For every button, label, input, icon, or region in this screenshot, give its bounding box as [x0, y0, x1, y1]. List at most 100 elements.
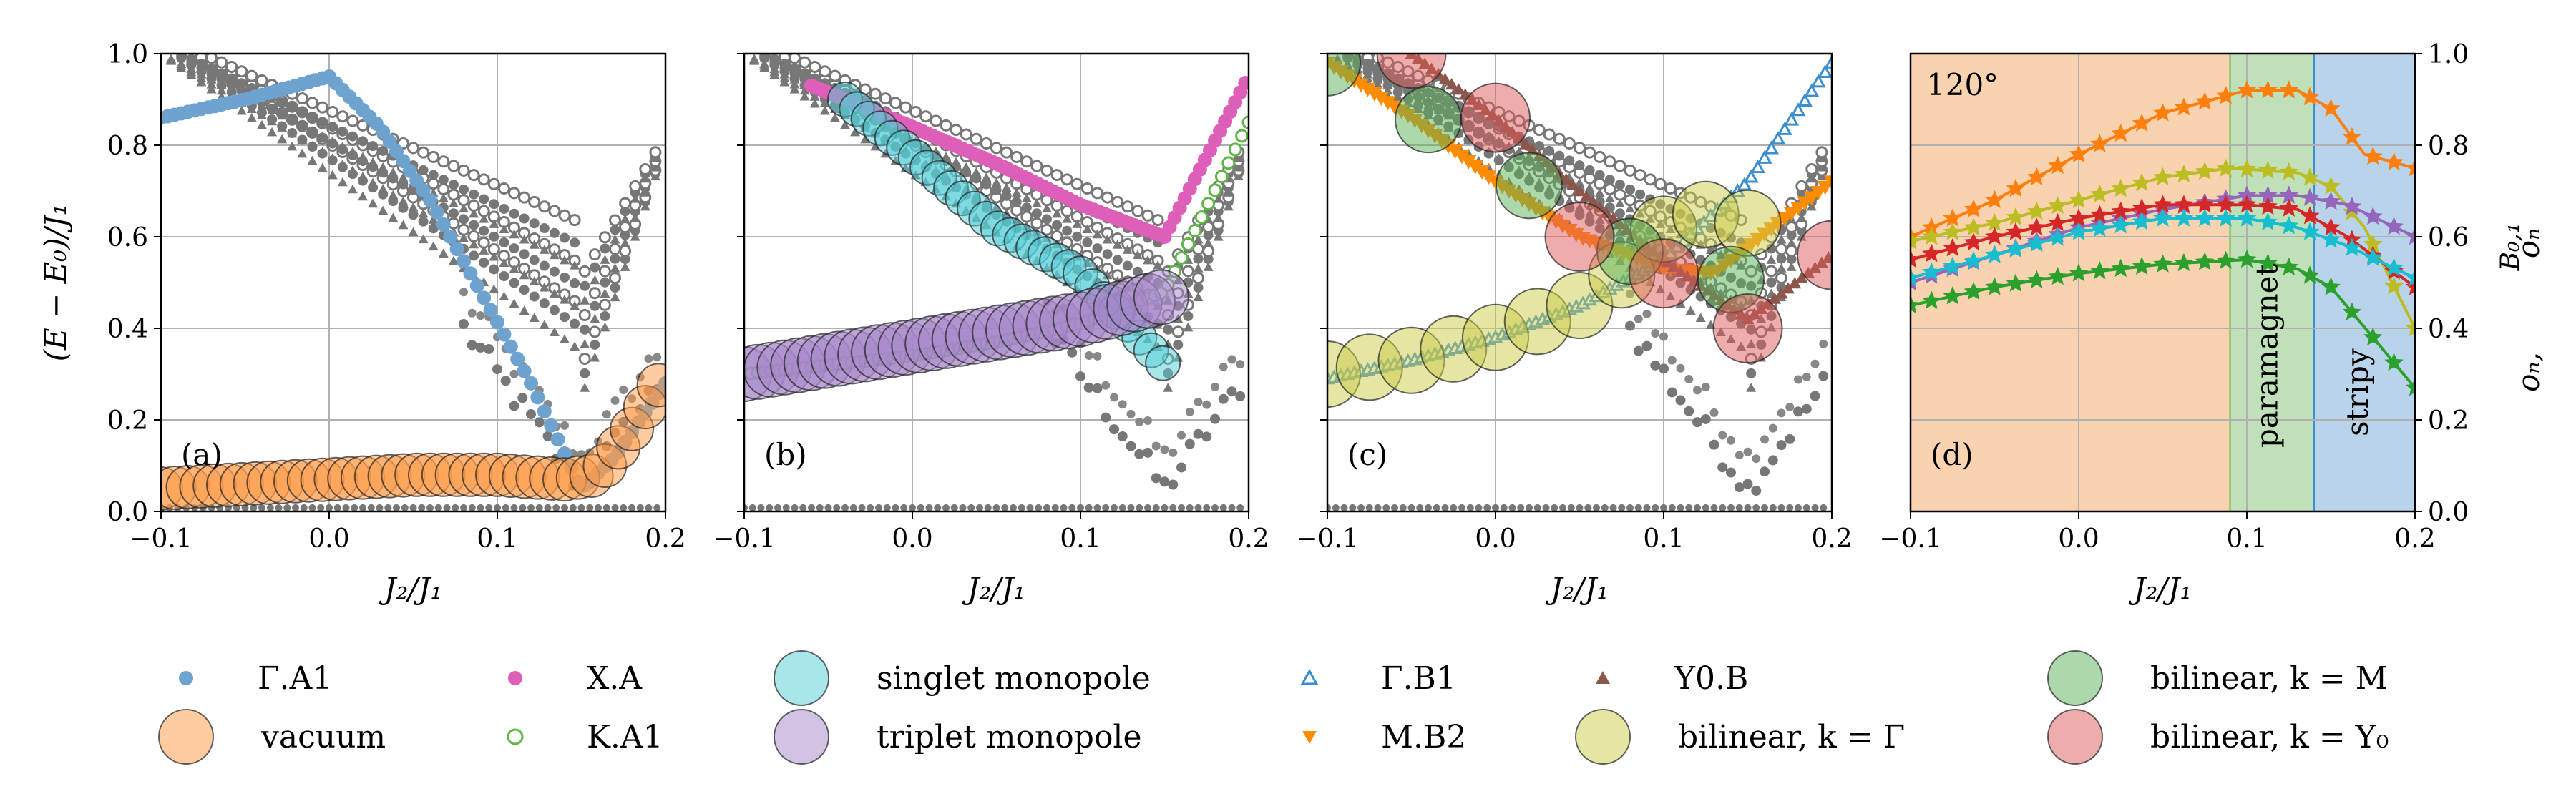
- spectrum-point: [1042, 214, 1052, 225]
- data-point: [1460, 82, 1531, 153]
- spectrum-point: [538, 200, 551, 213]
- panel-label: (d): [1931, 437, 1974, 472]
- data-point: [2405, 378, 2415, 396]
- spectrum-point: [489, 219, 499, 228]
- spectrum-point: [408, 202, 419, 212]
- data-point: [1376, 54, 1447, 89]
- spectrum-point: [1184, 438, 1195, 449]
- spectrum-point: [215, 56, 228, 69]
- spectrum-point: [1752, 454, 1761, 464]
- spectrum-point: [1785, 403, 1795, 412]
- spectrum-point: [489, 199, 499, 210]
- legend-label: singlet monopole: [877, 660, 1151, 697]
- spectrum-point: [1765, 265, 1777, 278]
- spectrum-point: [1441, 504, 1449, 511]
- spectrum-point: [356, 119, 369, 132]
- spectrum-point: [1727, 504, 1735, 511]
- data-point: [1201, 197, 1216, 211]
- spectrum-point: [519, 234, 530, 244]
- spectrum-point: [1211, 504, 1219, 511]
- spectrum-point: [544, 504, 552, 511]
- spectrum-point: [774, 504, 781, 511]
- spectrum-point: [1030, 217, 1043, 230]
- spectrum-point: [519, 305, 530, 315]
- spectrum-point: [1160, 445, 1169, 454]
- spectrum-point: [347, 131, 358, 142]
- data-point: [1228, 142, 1242, 157]
- spectrum-point: [1574, 142, 1586, 155]
- data-point: [1238, 75, 1249, 90]
- spectrum-point: [347, 184, 358, 194]
- data-point: [503, 339, 518, 354]
- spectrum-point: [342, 504, 350, 511]
- spectrum-point: [942, 504, 950, 511]
- data-point: [2153, 208, 2172, 227]
- series-bilinear--k---Y-: [1376, 54, 1832, 363]
- spectrum-point: [307, 112, 318, 122]
- data-point: [1963, 232, 1984, 251]
- legend-item: M.B2: [1302, 719, 1466, 755]
- spectrum-point: [1660, 504, 1667, 511]
- spectrum-point: [257, 119, 267, 129]
- spectrum-point: [1743, 447, 1752, 456]
- spectrum-point: [448, 255, 459, 265]
- spectrum-point: [1382, 504, 1390, 511]
- spectrum-point: [1236, 504, 1244, 511]
- data-point: [2090, 261, 2109, 280]
- data-point: [2111, 201, 2131, 220]
- legend-marker: [774, 650, 829, 706]
- spectrum-point: [600, 243, 610, 254]
- data-point: [2216, 208, 2235, 227]
- spectrum-point: [748, 504, 756, 511]
- data-point: [2048, 212, 2067, 232]
- series-cyan: [1911, 208, 2415, 286]
- spectrum-point: [1171, 325, 1184, 338]
- spectrum-point: [1213, 212, 1224, 222]
- spectrum-point: [1777, 504, 1785, 511]
- spectrum-point: [588, 325, 601, 338]
- spectrum-point: [1178, 504, 1185, 511]
- spectrum-point: [1392, 84, 1403, 94]
- data-point: [1824, 54, 1832, 69]
- spectrum-point: [1693, 386, 1702, 395]
- data-point: [2216, 158, 2235, 177]
- panel-2: −0.1 0.0 0.1 0.2 J₂/J₁ (b): [713, 52, 1269, 606]
- spectrum-point: [990, 142, 1002, 155]
- spectrum-point: [1035, 504, 1043, 511]
- spectrum-point: [819, 105, 830, 115]
- spectrum-point: [1604, 182, 1616, 195]
- spectrum-point: [1052, 208, 1063, 218]
- spectrum-point: [849, 504, 857, 511]
- spectrum-point: [819, 65, 831, 78]
- spectrum-point: [447, 188, 460, 201]
- spectrum-point: [580, 295, 590, 305]
- data-point: [2195, 208, 2215, 227]
- spectrum-point: [577, 504, 585, 511]
- spectrum-point: [1684, 406, 1694, 416]
- data-point: [2153, 167, 2172, 186]
- data-point: [2300, 206, 2320, 225]
- data-point: [1579, 190, 1593, 202]
- data-point: [1777, 121, 1792, 135]
- spectrum-point: [909, 504, 916, 511]
- spectrum-point: [500, 376, 511, 386]
- spectrum-point: [535, 504, 543, 511]
- spectrum-point: [327, 170, 338, 180]
- data-point: [2111, 124, 2131, 142]
- data-point: [1221, 156, 1236, 170]
- data-point: [1519, 137, 1533, 150]
- data-point: [1188, 224, 1202, 238]
- spectrum-point: [1551, 504, 1558, 511]
- data-point: [2006, 239, 2026, 258]
- panel-body: [744, 54, 1249, 511]
- spectrum-point: [1391, 504, 1398, 511]
- spectrum-point: [1694, 504, 1701, 511]
- data-point: [2132, 256, 2152, 275]
- data-point: [2174, 97, 2194, 116]
- data-point: [2132, 172, 2152, 192]
- spectrum-point: [1633, 345, 1644, 356]
- right-axis-label-a: oₙ,: [2511, 352, 2546, 392]
- spectrum-point: [570, 237, 580, 248]
